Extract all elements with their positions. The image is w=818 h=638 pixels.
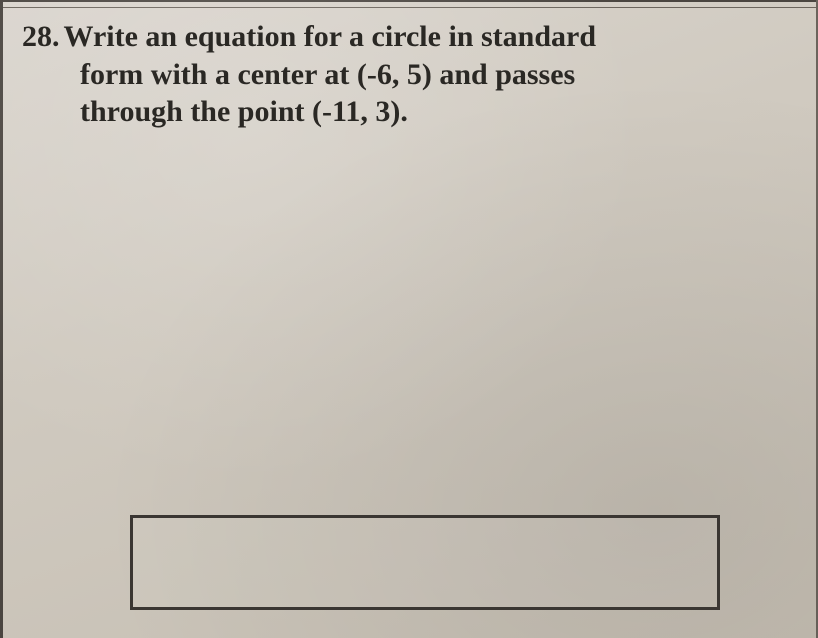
question-text-3: through the point (-11, 3). [22,93,790,131]
question-block: 28. Write an equation for a circle in st… [22,18,790,131]
answer-box [130,515,720,610]
question-text-1: Write an equation for a circle in standa… [64,20,597,53]
question-text-2: form with a center at (-6, 5) and passes [22,56,790,94]
worksheet-page: 28. Write an equation for a circle in st… [0,0,818,638]
question-container: 28. Write an equation for a circle in st… [0,0,818,151]
question-line-1: 28. Write an equation for a circle in st… [22,18,790,56]
question-number: 28. [22,20,60,53]
